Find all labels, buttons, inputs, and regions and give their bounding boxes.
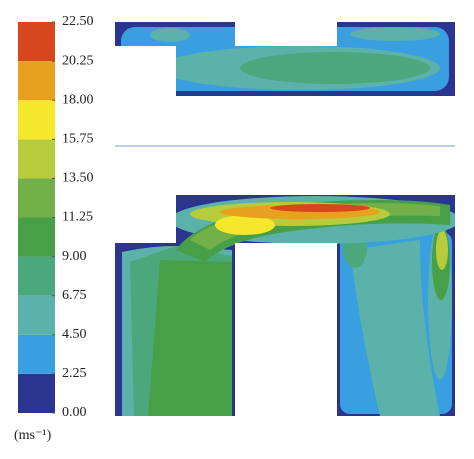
unit-label: (ms⁻¹) [14,428,52,443]
colorbar-band [18,217,55,257]
colorbar-band [18,373,55,413]
colorbar-tick-label: 18.00 [62,92,94,107]
contour-region [270,204,370,212]
colorbar-band [18,256,55,296]
lower-field [115,195,455,416]
colorbar-tick-label: 11.25 [62,210,93,225]
contour-region [350,240,440,416]
contour-region [350,27,440,41]
colorbar-tick-label: 2.25 [62,366,87,381]
colorbar-band [18,178,55,218]
colorbar-band [18,100,55,140]
colorbar-band [18,334,55,374]
colorbar-tick-label: 9.00 [62,249,87,264]
colorbar-band [18,22,55,62]
upper-field [115,22,455,96]
contour-region [215,215,275,235]
colorbar-tick-label: 6.75 [62,288,87,303]
colorbar-tick-label: 13.50 [62,171,94,186]
colorbar-band [18,61,55,101]
contour-region [240,52,430,84]
contour-region [436,230,448,270]
contour-region [148,260,232,416]
colorbar-band [18,295,55,335]
contour-region [150,28,190,42]
colorbar-band [18,139,55,179]
colorbar-tick-label: 15.75 [62,132,94,147]
colorbar-tick-label: 20.25 [62,53,94,68]
colorbar-tick-label: 4.50 [62,327,87,342]
colorbar-tick-label: 0.00 [62,405,87,420]
colorbar-tick-label: 22.50 [62,14,94,29]
